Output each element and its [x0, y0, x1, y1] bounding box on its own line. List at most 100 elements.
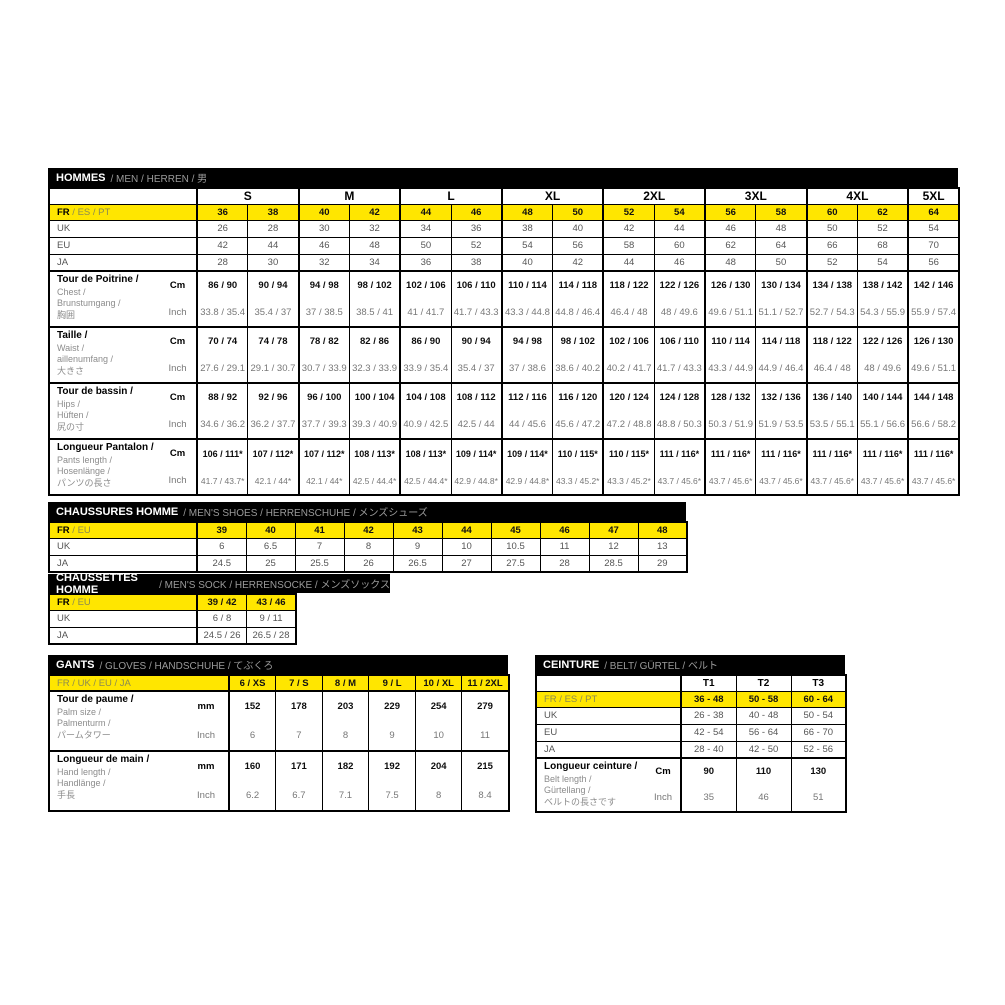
eu-size-cell: 46 — [298, 236, 350, 255]
belt-title: CEINTURE — [543, 658, 600, 671]
hand-length-inch-cell: 6.2 — [228, 781, 277, 812]
waist-inch-cell: 48 / 49.6 — [856, 355, 910, 384]
hips-cm-cell: 92 / 96 — [247, 382, 300, 411]
eu-size-cell: 68 — [856, 236, 910, 255]
size-group-cell: M — [298, 187, 402, 205]
belt-size-header-cell: T3 — [790, 674, 847, 692]
hand-length-mm-cell: 182 — [321, 750, 370, 781]
shoes-uk-label: UK — [48, 537, 198, 556]
waist-cm-unit: Cm — [159, 326, 198, 355]
shoes-fr-label: FR / EU — [48, 521, 198, 539]
men-section-title-bar: HOMMES / MEN / HERREN / 男 — [48, 168, 958, 187]
waist-inch-row: Inch 27.6 / 29.1 29.1 / 30.7 30.7 / 33.9 32… — [49, 355, 960, 384]
ja-size-cell: 56 — [907, 253, 960, 272]
empty-corner-cell — [48, 187, 198, 205]
uk-size-cell: 42 — [602, 219, 655, 238]
men-size-table: S M L XL 2XL 3XL 4XL 5XL FR / ES / PT 36 38 40 42 4… — [48, 187, 961, 496]
gloves-title: GANTS — [56, 658, 95, 671]
palm-mm-row: Tour de paume / Palm size / Palmenturm /… — [48, 690, 510, 751]
shoes-ja-cell: 28 — [539, 554, 590, 573]
belt-uk-cell: 40 - 48 — [735, 706, 792, 725]
ja-row: JA 28 30 32 34 36 38 40 42 44 46 48 50 52 54 56 — [48, 253, 960, 272]
hand-length-inch-unit: Inch — [184, 781, 230, 812]
belt-length-cm-unit: Cm — [646, 757, 682, 785]
eu-size-cell: 66 — [806, 236, 858, 255]
uk-size-cell: 36 — [450, 219, 503, 238]
belt-eu-cell: 42 - 54 — [680, 723, 737, 742]
eu-size-cell: 62 — [704, 236, 757, 255]
pants-length-cm-cell: 111 / 116* — [755, 438, 808, 467]
hips-cm-cell: 100 / 104 — [348, 382, 402, 411]
hand-length-mm-cell: 160 — [228, 750, 277, 781]
shoes-section: CHAUSSURES HOMME / MEN'S SHOES / HERRENS… — [48, 502, 688, 573]
chest-inch-unit: Inch — [159, 299, 198, 328]
palm-inch-row: Inch 6 7 8 9 10 11 — [49, 721, 510, 752]
ja-size-cell: 40 — [501, 253, 554, 272]
hips-inch-cell: 53.5 / 55.1 — [806, 411, 858, 440]
fr-size-cell: 38 — [247, 203, 300, 221]
socks-fr-cell: 43 / 46 — [246, 593, 297, 611]
pants-length-cm-cell: 111 / 116* — [856, 438, 910, 467]
ja-size-cell: 36 — [399, 253, 452, 272]
size-group-row: S M L XL 2XL 3XL 4XL 5XL — [48, 187, 960, 205]
uk-size-cell: 46 — [704, 219, 757, 238]
shoes-fr-cell: 39 — [196, 521, 247, 539]
hips-inch-cell: 48.8 / 50.3 — [653, 411, 706, 440]
waist-cm-cell: 122 / 126 — [856, 326, 910, 355]
shoes-uk-cell: 6.5 — [245, 537, 296, 556]
eu-size-cell: 70 — [907, 236, 960, 255]
uk-size-cell: 26 — [196, 219, 249, 238]
chest-cm-cell: 90 / 94 — [247, 270, 300, 299]
gloves-size-header-cell: 6 / XS — [228, 674, 277, 692]
hips-inch-unit: Inch — [159, 411, 198, 440]
uk-size-cell: 54 — [907, 219, 960, 238]
ja-size-cell: 42 — [552, 253, 605, 272]
waist-inch-unit: Inch — [159, 355, 198, 384]
belt-section-title-bar: CEINTURE / BELT/ GÜRTEL / ベルト — [535, 655, 845, 674]
belt-eu-row: EU 42 - 54 56 - 64 66 - 70 — [535, 723, 847, 742]
hips-cm-cell: 104 / 108 — [399, 382, 452, 411]
men-section: HOMMES / MEN / HERREN / 男 S M L XL 2XL 3XL 4XL… — [48, 168, 961, 496]
belt-ja-label: JA — [535, 740, 682, 759]
uk-row: UK 26 28 30 32 34 36 38 40 42 44 46 48 50 52 54 — [48, 219, 960, 238]
waist-cm-cell: 94 / 98 — [501, 326, 554, 355]
hips-inch-cell: 42.5 / 44 — [450, 411, 503, 440]
belt-section: CEINTURE / BELT/ GÜRTEL / ベルト T1 T2 T3 FR … — [535, 655, 847, 813]
hips-inch-cell: 47.2 / 48.8 — [602, 411, 655, 440]
waist-inch-cell: 40.2 / 41.7 — [602, 355, 655, 384]
hand-length-inch-cell: 7.5 — [368, 781, 416, 812]
waist-cm-row: Taille / Waist / aillenumfang / 大きさ Cm 7… — [48, 326, 960, 383]
fr-size-row: FR / ES / PT 36 38 40 42 44 46 48 50 52 54 56 58 60 6… — [48, 203, 960, 221]
size-group-cell: 5XL — [907, 187, 960, 205]
chest-inch-cell: 52.7 / 54.3 — [806, 299, 858, 328]
waist-inch-cell: 44.9 / 46.4 — [755, 355, 808, 384]
waist-inch-cell: 35.4 / 37 — [450, 355, 503, 384]
palm-mm-cell: 178 — [275, 690, 323, 721]
shoes-ja-cell: 26.5 — [392, 554, 443, 573]
eu-size-cell: 48 — [348, 236, 402, 255]
ja-size-cell: 38 — [450, 253, 503, 272]
waist-inch-cell: 46.4 / 48 — [806, 355, 858, 384]
hips-cm-cell: 132 / 136 — [755, 382, 808, 411]
shoes-uk-cell: 11 — [539, 537, 590, 556]
belt-length-label: Longueur ceinture / Belt length / Gürtel… — [535, 757, 646, 812]
pants-length-cm-cell: 111 / 116* — [806, 438, 858, 467]
waist-cm-cell: 74 / 78 — [247, 326, 300, 355]
waist-cm-cell: 118 / 122 — [806, 326, 858, 355]
fr-size-cell: 46 — [450, 203, 503, 221]
pants-length-inch-row: Inch 41.7 / 43.7* 42.1 / 44* 42.1 / 44* 42.… — [49, 467, 960, 496]
belt-size-header-cell: T1 — [680, 674, 737, 692]
hips-inch-cell: 50.3 / 51.9 — [704, 411, 757, 440]
pants-length-cm-cell: 111 / 116* — [907, 438, 960, 467]
palm-mm-cell: 203 — [321, 690, 370, 721]
shoes-section-title-bar: CHAUSSURES HOMME / MEN'S SHOES / HERRENS… — [48, 502, 686, 521]
socks-uk-cell: 9 / 11 — [246, 609, 297, 628]
ja-size-cell: 32 — [298, 253, 350, 272]
fr-size-cell: 50 — [552, 203, 605, 221]
belt-ja-cell: 28 - 40 — [680, 740, 737, 759]
belt-length-cm-cell: 110 — [735, 757, 792, 785]
belt-length-inch-cell: 35 — [680, 784, 737, 813]
hips-inch-cell: 39.3 / 40.9 — [348, 411, 402, 440]
pants-length-cm-cell: 108 / 113* — [399, 438, 452, 467]
shoes-uk-cell: 10 — [441, 537, 492, 556]
